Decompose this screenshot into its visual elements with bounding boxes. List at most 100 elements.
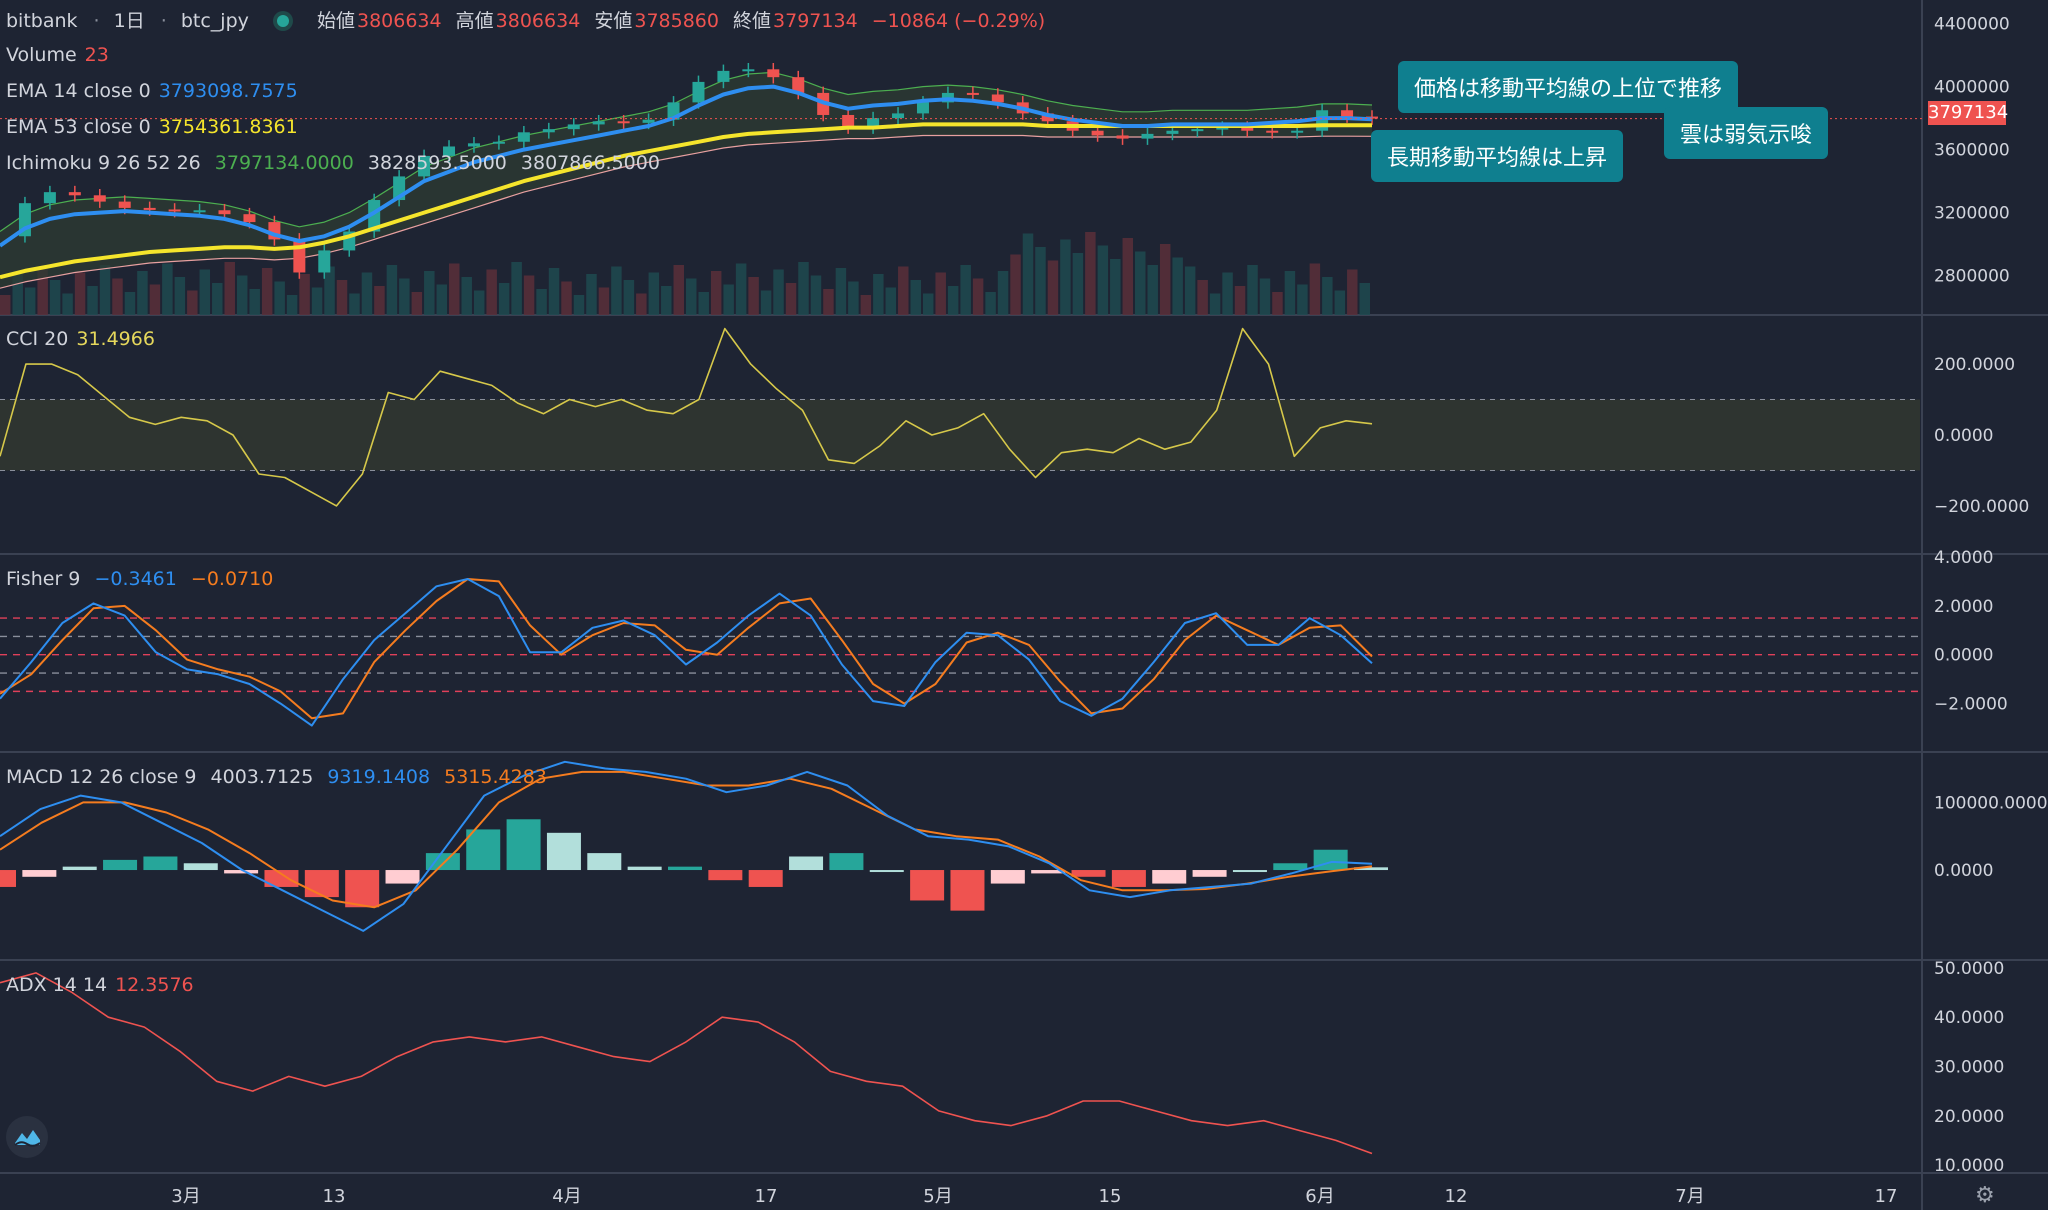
volume-bar [1334, 290, 1346, 315]
volume-bar [1322, 277, 1333, 315]
time-axis-label: 17 [755, 1186, 778, 1207]
candle-body [991, 94, 1004, 103]
annotation-long-ma-rising[interactable]: 長期移動平均線は上昇 [1371, 130, 1624, 182]
candle-body [642, 119, 655, 123]
volume-bar [162, 263, 173, 315]
low-label: 安値 [594, 10, 633, 32]
adx-tick-label: 30.0000 [1934, 1058, 2004, 1078]
adx-tick-label: 50.0000 [1934, 959, 2004, 979]
volume-bar [1209, 293, 1221, 315]
volume-bar [1247, 265, 1258, 315]
volume-bar [486, 269, 497, 315]
fisher-line [0, 578, 1373, 727]
volume-bar [261, 268, 273, 315]
change-value: −10864 (−0.29%) [871, 10, 1046, 32]
candle-body [368, 200, 381, 232]
candle-body [767, 69, 780, 78]
ema14-line [0, 84, 1373, 248]
volume-bar [1359, 283, 1370, 315]
volume-bar [374, 286, 385, 315]
volume-bar [62, 293, 73, 315]
exchange-name: bitbank [6, 10, 78, 32]
volume-bar [1197, 280, 1208, 315]
macd-histogram-bar [345, 870, 380, 908]
volume-legend[interactable]: Volume 23 [6, 44, 117, 66]
macd-histogram-bar [748, 870, 783, 887]
volume-bar [1097, 245, 1109, 315]
high-label: 高値 [455, 10, 494, 32]
cci-label: CCI 20 [6, 328, 69, 350]
ema53-value: 3754361.8361 [158, 116, 298, 138]
macd-histogram-bar [1071, 870, 1106, 877]
ichimoku-legend[interactable]: Ichimoku 9 26 52 26 3797134.0000 3828593… [6, 152, 668, 174]
candle-body [517, 132, 530, 142]
adx-tick-label: 40.0000 [1934, 1008, 2004, 1028]
candle-body [1241, 127, 1254, 131]
macd-histogram-bar [990, 870, 1025, 884]
candle-body [168, 209, 181, 212]
close-label: 終値 [733, 10, 772, 32]
annotation-cloud-bearish[interactable]: 雲は弱気示唆 [1664, 107, 1829, 159]
price-tick-label: 3600000 [1934, 141, 2010, 161]
volume-bar [1159, 244, 1171, 315]
adx-tick-label: 10.0000 [1934, 1156, 2004, 1176]
volume-bar [324, 266, 335, 315]
ichimoku-value-1: 3797134.0000 [214, 152, 354, 174]
settings-gear-icon[interactable]: ⚙ [1975, 1183, 1995, 1208]
candle-body [43, 192, 56, 204]
adx-tick-label: 20.0000 [1934, 1107, 2004, 1127]
volume-bar [823, 289, 834, 315]
ichimoku-value-3: 3807866.5000 [520, 152, 660, 174]
adx-legend[interactable]: ADX 14 14 12.3576 [6, 974, 202, 996]
cci-legend[interactable]: CCI 20 31.4966 [6, 328, 163, 350]
candle-body [542, 129, 555, 133]
macd-histogram-bar [1273, 863, 1308, 871]
ema53-legend[interactable]: EMA 53 close 0 3754361.8361 [6, 116, 306, 138]
volume-bar [548, 268, 560, 315]
macd-histogram-bar [506, 819, 541, 871]
macd-line [0, 760, 1373, 932]
macd-histogram-bar [627, 866, 662, 871]
volume-bar [1297, 284, 1308, 315]
volume-bar [673, 265, 684, 315]
ema14-legend[interactable]: EMA 14 close 0 3793098.7575 [6, 80, 306, 102]
annotation-price-above-ma[interactable]: 価格は移動平均線の上位で推移 [1398, 61, 1739, 113]
volume-bar [1010, 254, 1021, 315]
volume-bar [149, 284, 161, 315]
volume-bar [810, 275, 822, 315]
time-axis-label: 5月 [923, 1186, 952, 1207]
macd-line-value: 9319.1408 [327, 766, 431, 788]
cci-tick-label: −200.0000 [1934, 497, 2029, 517]
volume-bar [436, 284, 448, 315]
candle-body [1116, 135, 1129, 139]
macd-legend[interactable]: MACD 12 26 close 9 4003.7125 9319.1408 5… [6, 766, 555, 788]
symbol-name[interactable]: btc_jpy [180, 10, 249, 32]
volume-bar [922, 293, 934, 315]
candle-body [692, 81, 705, 103]
tradingview-logo-icon[interactable] [6, 1116, 48, 1158]
volume-bar [1234, 286, 1246, 315]
volume-bar [598, 287, 610, 315]
high-value: 3806634 [495, 10, 581, 32]
volume-bar [935, 272, 946, 315]
volume-bar [885, 287, 897, 315]
volume-bar [24, 287, 36, 315]
timeframe-label[interactable]: 1日 [113, 10, 145, 32]
ema14-label: EMA 14 close 0 [6, 80, 151, 102]
volume-bar [349, 293, 360, 315]
fisher-legend[interactable]: Fisher 9 −0.3461 −0.0710 [6, 568, 281, 590]
volume-bar [573, 295, 585, 315]
volume-bar [748, 277, 759, 315]
macd-label: MACD 12 26 close 9 [6, 766, 197, 788]
price-tick-label: 4000000 [1934, 78, 2010, 98]
time-axis-label: 6月 [1305, 1186, 1334, 1207]
macd-histogram-bar [385, 870, 420, 884]
volume-bar [0, 295, 11, 315]
open-value: 3806634 [356, 10, 442, 32]
candle-body [93, 195, 106, 202]
volume-bar [424, 271, 435, 315]
candle-body [1266, 130, 1279, 133]
volume-bar [1085, 232, 1096, 315]
macd-histogram-bar [264, 870, 299, 887]
